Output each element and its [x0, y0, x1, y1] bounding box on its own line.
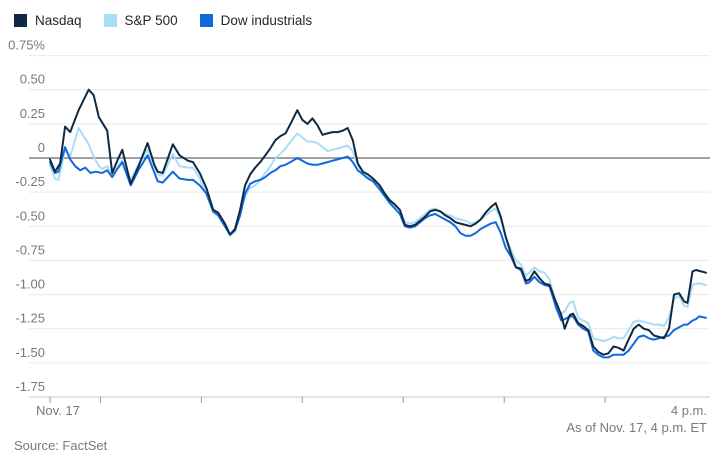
chart-legend: Nasdaq S&P 500 Dow industrials	[14, 13, 312, 28]
y-tick-label: 0.50	[20, 72, 45, 87]
y-tick-label: -0.75	[15, 242, 45, 257]
legend-label-nasdaq: Nasdaq	[35, 13, 82, 28]
x-axis-start-label: Nov. 17	[36, 403, 80, 418]
y-tick-label: 0.75%	[8, 38, 45, 53]
y-tick-label: -1.75	[15, 379, 45, 394]
as-of-note: As of Nov. 17, 4 p.m. ET	[566, 420, 707, 435]
legend-item-sp500: S&P 500	[103, 13, 178, 28]
series-line-dow	[49, 146, 707, 359]
series-line-nasdaq	[49, 88, 707, 356]
y-tick-label: -1.00	[15, 277, 45, 292]
source-note: Source: FactSet	[14, 438, 108, 453]
dow-swatch-icon	[199, 14, 213, 27]
legend-item-dow: Dow industrials	[199, 13, 313, 28]
legend-label-sp500: S&P 500	[124, 13, 178, 28]
sp500-swatch-icon	[103, 14, 117, 27]
legend-item-nasdaq: Nasdaq	[14, 13, 82, 28]
y-tick-label: 0.25	[20, 106, 45, 121]
y-tick-label: -1.25	[15, 311, 45, 326]
y-tick-label: -0.25	[15, 174, 45, 189]
legend-label-dow: Dow industrials	[220, 13, 313, 28]
y-tick-label: 0	[38, 140, 45, 155]
y-tick-label: -1.50	[15, 345, 45, 360]
nasdaq-swatch-icon	[14, 14, 27, 27]
x-axis-end-label: 4 p.m.	[670, 403, 707, 418]
y-tick-label: -0.50	[15, 208, 45, 223]
